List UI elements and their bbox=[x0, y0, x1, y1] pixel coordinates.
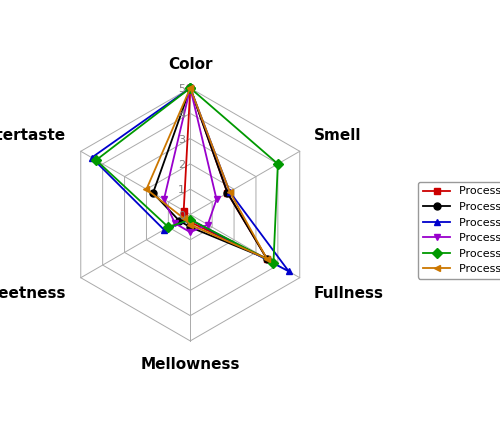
Process 4 bbox=[166, 224, 172, 230]
Process 2 bbox=[188, 85, 194, 91]
Process 4 bbox=[188, 217, 194, 222]
Text: 4: 4 bbox=[178, 110, 185, 120]
Text: Mellowness: Mellowness bbox=[140, 357, 240, 372]
Process 2 bbox=[188, 85, 194, 91]
Process 4 bbox=[93, 157, 99, 163]
Text: Color: Color bbox=[168, 57, 212, 72]
Text: 2: 2 bbox=[178, 160, 185, 170]
Process 5 bbox=[188, 85, 194, 91]
Line: Process 0: Process 0 bbox=[180, 85, 270, 262]
Process 3 bbox=[161, 197, 167, 202]
Process 0 bbox=[180, 216, 186, 221]
Process 3 bbox=[205, 222, 211, 227]
Process 5 bbox=[226, 189, 232, 194]
Process 5 bbox=[144, 187, 150, 192]
Text: 3: 3 bbox=[178, 135, 185, 145]
Line: Process 3: Process 3 bbox=[160, 85, 220, 236]
Process 3 bbox=[188, 230, 194, 235]
Process 0 bbox=[224, 190, 230, 196]
Process 1 bbox=[176, 218, 182, 224]
Legend: Process 0, Process 1, Process 2, Process 3, Process 4, Process 5: Process 0, Process 1, Process 2, Process… bbox=[418, 182, 500, 279]
Process 0 bbox=[180, 208, 186, 213]
Line: Process 5: Process 5 bbox=[143, 85, 270, 262]
Process 0 bbox=[188, 220, 194, 225]
Process 2 bbox=[88, 155, 94, 160]
Process 1 bbox=[188, 85, 194, 91]
Text: 0: 0 bbox=[178, 211, 185, 221]
Process 2 bbox=[161, 227, 167, 232]
Process 2 bbox=[226, 189, 232, 194]
Process 3 bbox=[188, 85, 194, 91]
Process 0 bbox=[264, 256, 270, 261]
Process 1 bbox=[150, 190, 156, 196]
Process 0 bbox=[188, 85, 194, 91]
Process 4 bbox=[270, 260, 276, 265]
Line: Process 2: Process 2 bbox=[88, 85, 292, 275]
Process 3 bbox=[172, 221, 178, 226]
Process 2 bbox=[286, 269, 292, 274]
Process 5 bbox=[188, 222, 194, 227]
Process 1 bbox=[264, 256, 270, 261]
Text: Sweetness: Sweetness bbox=[0, 286, 66, 301]
Text: 5: 5 bbox=[178, 85, 185, 94]
Process 2 bbox=[188, 217, 194, 222]
Line: Process 4: Process 4 bbox=[92, 85, 282, 266]
Process 1 bbox=[224, 190, 230, 196]
Process 3 bbox=[214, 197, 220, 202]
Text: Aftertaste: Aftertaste bbox=[0, 128, 66, 143]
Process 4 bbox=[188, 85, 194, 91]
Text: Fullness: Fullness bbox=[314, 286, 384, 301]
Process 5 bbox=[264, 256, 270, 261]
Process 5 bbox=[180, 216, 186, 221]
Process 5 bbox=[188, 85, 194, 91]
Text: Smell: Smell bbox=[314, 128, 362, 143]
Process 1 bbox=[188, 85, 194, 91]
Process 0 bbox=[188, 85, 194, 91]
Line: Process 1: Process 1 bbox=[150, 85, 270, 262]
Process 4 bbox=[275, 161, 281, 166]
Text: 1: 1 bbox=[178, 185, 185, 196]
Process 4 bbox=[188, 85, 194, 91]
Process 3 bbox=[188, 85, 194, 91]
Process 1 bbox=[188, 224, 194, 230]
